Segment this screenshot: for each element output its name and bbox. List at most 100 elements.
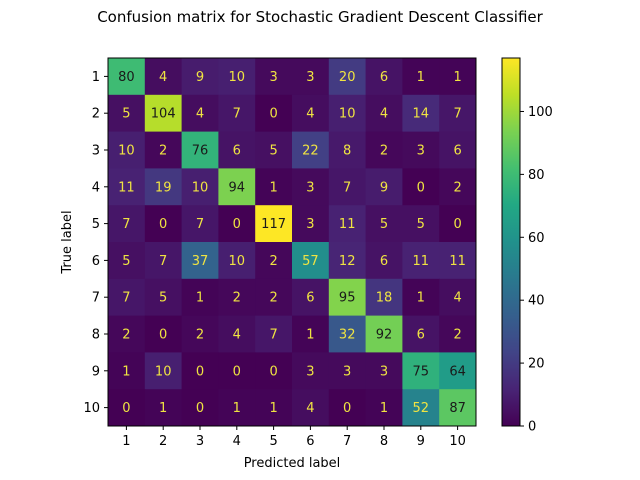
heatmap-cell: [108, 242, 146, 280]
colorbar-tick-label: 80: [528, 168, 545, 183]
cell-value-label: 7: [159, 254, 167, 269]
cell-value-label: 1: [122, 364, 130, 379]
cell-value-label: 1: [453, 70, 461, 85]
colorbar-tick-label: 40: [528, 294, 545, 309]
cell-value-label: 11: [449, 254, 466, 269]
cell-value-label: 6: [453, 144, 461, 159]
x-tick-label: 10: [449, 434, 466, 449]
heatmap-cell: [292, 94, 330, 133]
cell-value-label: 0: [122, 401, 130, 416]
heatmap-cell: [292, 352, 330, 390]
cell-value-label: 2: [380, 144, 388, 159]
heatmap-cell: [108, 94, 146, 133]
x-axis-ticks: 1 2 3 4 5 6 7 8 9 10: [122, 426, 466, 449]
cell-value-label: 19: [155, 180, 172, 195]
heatmap-cell: [181, 242, 219, 280]
heatmap-cell: [181, 94, 219, 133]
colorbar-tick-label: 60: [528, 231, 545, 246]
cell-value-label: 4: [306, 107, 314, 122]
cell-value-label: 3: [306, 70, 314, 85]
heatmap-cells: [108, 58, 477, 427]
y-tick-label: 7: [92, 291, 100, 306]
heatmap-cell: [108, 58, 146, 96]
heatmap-cell: [255, 278, 293, 317]
y-axis-label: True label: [60, 210, 75, 274]
cell-value-label: 4: [380, 107, 388, 122]
cell-value-label: 75: [413, 364, 430, 379]
cell-value-label: 5: [159, 291, 167, 306]
heatmap-cell: [108, 352, 146, 390]
cell-value-label: 7: [269, 328, 277, 343]
heatmap-cell: [218, 389, 256, 427]
colorbar: [501, 57, 521, 427]
y-tick-label: 6: [92, 254, 100, 269]
cell-value-label: 7: [122, 291, 130, 306]
cell-value-label: 2: [196, 328, 204, 343]
cell-value-label: 3: [306, 217, 314, 232]
heatmap-cell: [144, 242, 183, 280]
heatmap-cell: [218, 242, 256, 280]
heatmap-cell: [218, 58, 256, 96]
heatmap-cell: [218, 278, 256, 317]
heatmap-cell: [328, 58, 367, 96]
heatmap-cell: [255, 352, 293, 390]
heatmap-cell: [181, 168, 219, 206]
heatmap-cell: [108, 168, 146, 206]
heatmap-cell: [255, 58, 293, 96]
cell-value-label: 3: [417, 144, 425, 159]
heatmap-cell: [218, 205, 256, 243]
cell-value-label: 7: [196, 217, 204, 232]
cell-value-label: 10: [339, 107, 356, 122]
heatmap-cell: [439, 389, 477, 427]
x-tick-label: 7: [343, 434, 351, 449]
heatmap-cell: [292, 315, 330, 353]
cell-value-label: 1: [159, 401, 167, 416]
colorbar-tick-label: 0: [528, 420, 536, 435]
cell-value-label: 52: [413, 401, 430, 416]
x-tick-label: 1: [122, 434, 130, 449]
heatmap-cell: [255, 389, 293, 427]
colorbar-tick-label: 20: [528, 357, 545, 372]
heatmap-cell: [181, 205, 219, 243]
heatmap-cell: [402, 352, 440, 390]
cell-value-label: 0: [196, 364, 204, 379]
heatmap-cell: [108, 389, 146, 427]
heatmap-cell: [144, 389, 183, 427]
cell-value-label: 4: [159, 70, 167, 85]
heatmap-cell: [144, 278, 183, 317]
cell-value-label: 6: [417, 328, 425, 343]
cell-value-label: 12: [339, 254, 356, 269]
heatmap-cell: [181, 352, 219, 390]
cell-value-label: 0: [196, 401, 204, 416]
cell-value-label: 92: [376, 328, 393, 343]
cell-value-label: 7: [453, 107, 461, 122]
cell-value-label: 2: [233, 291, 241, 306]
y-tick-label: 4: [92, 180, 100, 195]
heatmap-cell: [181, 278, 219, 317]
cell-value-label: 4: [233, 328, 241, 343]
cell-value-label: 57: [302, 254, 319, 269]
heatmap-cell: [218, 94, 256, 133]
x-tick-label: 9: [417, 434, 425, 449]
heatmap-cell: [402, 389, 440, 427]
cell-value-label: 9: [196, 70, 204, 85]
heatmap-cell: [328, 131, 367, 169]
heatmap-cell: [439, 205, 477, 243]
cell-value-label: 1: [417, 70, 425, 85]
cell-value-label: 1: [269, 180, 277, 195]
heatmap-cell: [255, 131, 293, 169]
cell-value-label: 0: [269, 364, 277, 379]
cell-value-label: 3: [306, 364, 314, 379]
heatmap-cell: [365, 278, 403, 317]
cell-value-label: 0: [343, 401, 351, 416]
heatmap-cell: [402, 278, 440, 317]
heatmap-cell: [255, 242, 293, 280]
heatmap-cell: [365, 168, 403, 206]
cell-value-label: 5: [380, 217, 388, 232]
x-tick-label: 4: [233, 434, 241, 449]
heatmap-cell: [255, 315, 293, 353]
cell-value-label: 0: [269, 107, 277, 122]
y-tick-label: 9: [92, 364, 100, 379]
cell-value-label: 104: [151, 107, 176, 122]
colorbar-tick-label: 100: [528, 105, 553, 120]
